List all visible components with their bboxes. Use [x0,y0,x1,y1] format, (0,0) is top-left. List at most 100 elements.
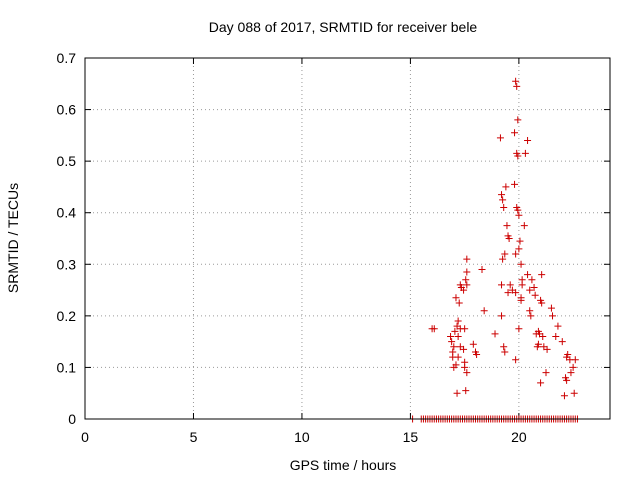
data-point [460,286,468,294]
data-point [463,281,471,289]
data-point [450,343,458,351]
data-point [515,325,523,333]
data-point [538,299,546,307]
data-point [570,389,578,397]
data-point [524,271,532,279]
data-point [549,312,557,320]
data-point [454,353,462,361]
data-point [515,211,523,219]
data-point [462,387,470,395]
data-point [514,116,522,124]
y-tick-label: 0 [68,411,76,427]
data-point [514,152,522,160]
data-point [518,276,526,284]
data-point [542,369,550,377]
data-point [451,327,459,335]
data-point [520,222,528,230]
data-point [430,325,438,333]
data-point [498,281,506,289]
y-tick-label: 0.1 [57,359,77,375]
data-point [469,340,477,348]
data-point [512,289,520,297]
data-point [517,260,525,268]
x-tick-label: 20 [511,429,527,445]
data-point [552,332,560,340]
data-point [463,268,471,276]
data-point [513,82,521,90]
data-point [512,250,520,258]
x-tick-label: 0 [81,429,89,445]
data-point [526,307,534,315]
data-point [537,379,545,387]
data-point [528,276,536,284]
x-tick-label: 5 [190,429,198,445]
y-tick-label: 0.4 [57,205,77,221]
x-tick-label: 10 [294,429,310,445]
data-point [547,304,555,312]
data-point [461,325,469,333]
data-point [462,276,470,284]
y-tick-label: 0.3 [57,256,77,272]
chart-title: Day 088 of 2017, SRMTID for receiver bel… [209,19,478,35]
data-point [454,332,462,340]
data-point [521,149,529,157]
data-point [515,245,523,253]
data-point [527,312,535,320]
data-point [503,222,511,230]
data-point [539,332,547,340]
data-point [538,271,546,279]
data-point [452,361,460,369]
data-point [502,183,510,191]
y-tick-label: 0.7 [57,50,77,66]
x-axis-label: GPS time / hours [290,457,397,473]
data-point [461,363,469,371]
data-point [558,338,566,346]
data-point [567,369,575,377]
data-point [501,348,509,356]
data-point [564,351,572,359]
data-point [511,180,519,188]
data-point [463,255,471,263]
data-point [512,77,520,85]
data-point [526,286,534,294]
data-point [531,291,539,299]
data-point [563,376,571,384]
y-tick-label: 0.6 [57,102,77,118]
plot-frame [84,57,611,420]
data-point [543,345,551,353]
data-point [498,312,506,320]
data-point [473,351,481,359]
data-point [506,281,514,289]
y-tick-label: 0.2 [57,308,77,324]
data-point [516,237,524,245]
data-point [491,330,499,338]
data-point [512,356,520,364]
data-point [499,255,507,263]
data-point [500,343,508,351]
x-tick-label: 15 [403,429,419,445]
tick-labels: 0 0.1 0.2 0.3 0.4 0.5 0.6 0.7 0 5 10 15 20 [57,50,527,445]
data-point [530,283,538,291]
data-point [504,289,512,297]
data-point [448,338,456,346]
data-point [460,345,468,353]
data-point [478,265,486,273]
data-point [571,356,579,364]
data-point [454,317,462,325]
data-point [554,322,562,330]
data-point [524,137,532,145]
data-point [463,369,471,377]
data-point [455,299,463,307]
y-tick-label: 0.5 [57,153,77,169]
data-point [447,332,455,340]
data-point [496,134,504,142]
data-point [453,389,461,397]
data-point [452,294,460,302]
y-axis-label: SRMTID / TECUs [5,183,21,293]
data-point [511,129,519,137]
data-point [505,235,513,242]
data-point [534,340,542,348]
data-point [501,250,509,258]
